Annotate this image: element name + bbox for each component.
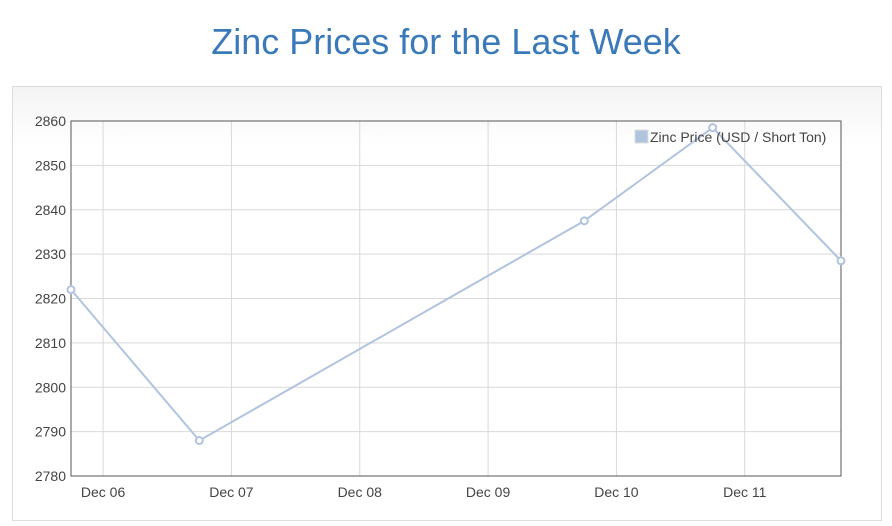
y-tick-label: 2860 xyxy=(35,113,66,129)
x-tick-label: Dec 08 xyxy=(338,484,383,500)
grid-lines xyxy=(71,120,841,477)
data-point[interactable] xyxy=(66,285,76,295)
y-tick-label: 2790 xyxy=(35,424,66,440)
legend-label: Zinc Price (USD / Short Ton) xyxy=(650,129,826,145)
series-line xyxy=(70,126,842,442)
y-tick-label: 2830 xyxy=(35,246,66,262)
y-tick-label: 2850 xyxy=(35,157,66,173)
legend-swatch xyxy=(634,129,649,144)
x-tick-label: Dec 09 xyxy=(466,484,511,500)
x-tick-label: Dec 06 xyxy=(81,484,126,500)
legend[interactable]: Zinc Price (USD / Short Ton) xyxy=(634,129,826,145)
y-tick-label: 2780 xyxy=(35,468,66,484)
y-tick-label: 2840 xyxy=(35,202,66,218)
x-tick-label: Dec 11 xyxy=(723,484,767,500)
y-tick-label: 2820 xyxy=(35,291,66,307)
data-point[interactable] xyxy=(708,123,718,133)
data-point[interactable] xyxy=(194,436,204,445)
series-layer xyxy=(66,123,846,445)
plot-frame xyxy=(70,120,842,477)
y-axis-ticks: 2780 2790 2800 2810 2820 2830 2840 2850 2860 xyxy=(35,113,66,484)
data-point[interactable] xyxy=(579,216,589,226)
chart-panel xyxy=(12,86,882,521)
x-tick-label: Dec 07 xyxy=(209,484,254,500)
data-point[interactable] xyxy=(836,256,846,266)
x-axis-ticks: Dec 06 Dec 07 Dec 08 Dec 09 Dec 10 Dec 11 xyxy=(81,484,767,500)
page-title: Zinc Prices for the Last Week xyxy=(211,21,681,62)
x-tick-label: Dec 10 xyxy=(594,484,639,500)
y-tick-label: 2810 xyxy=(35,335,66,351)
y-tick-label: 2800 xyxy=(35,379,66,395)
